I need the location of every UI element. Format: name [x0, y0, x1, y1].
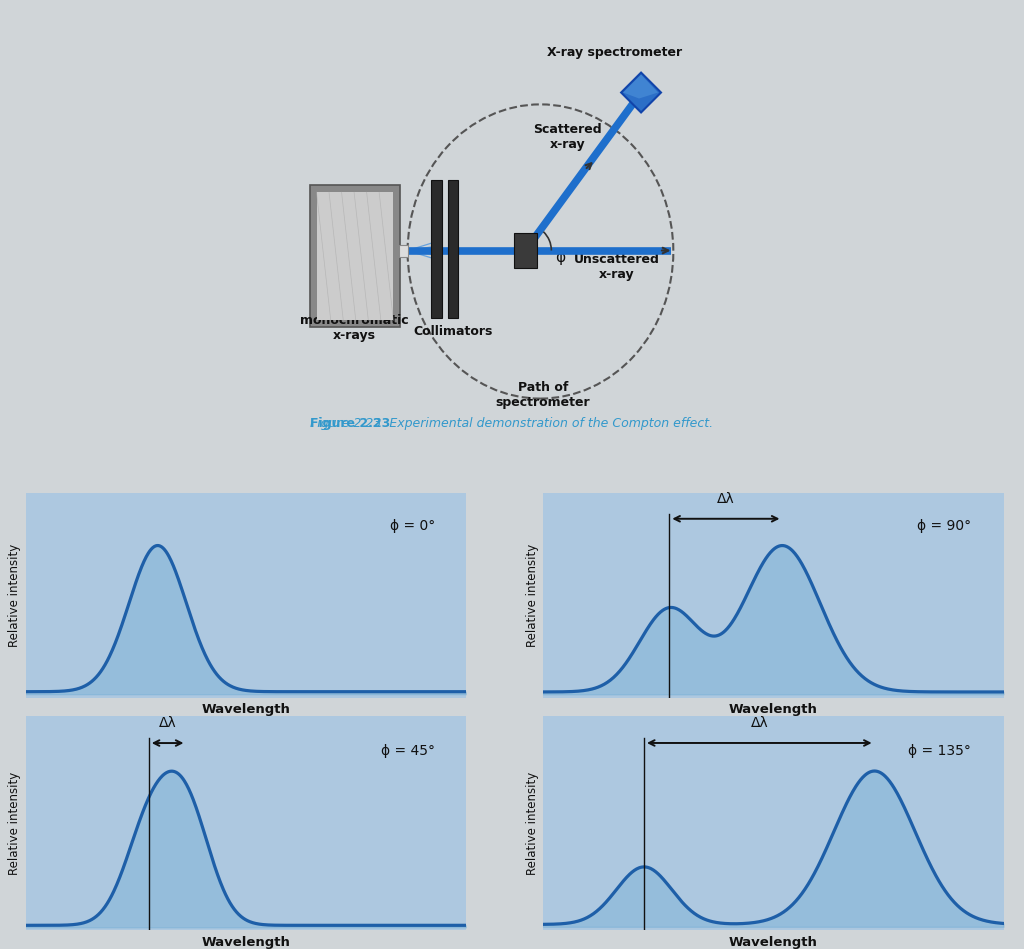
- Text: Collimators: Collimators: [413, 325, 493, 338]
- X-axis label: Wavelength: Wavelength: [202, 936, 290, 949]
- Bar: [514, 233, 538, 268]
- Y-axis label: Relative intensity: Relative intensity: [525, 772, 539, 875]
- Text: ϕ = 90°: ϕ = 90°: [918, 519, 971, 533]
- Y-axis label: Relative intensity: Relative intensity: [8, 544, 22, 647]
- Polygon shape: [622, 73, 662, 113]
- Text: Figure 2.23: Figure 2.23: [310, 417, 390, 430]
- Bar: [316, 193, 393, 321]
- Text: Figure 2.23  Experimental demonstration of the Compton effect.: Figure 2.23 Experimental demonstration o…: [310, 417, 714, 430]
- Text: ϕ = 135°: ϕ = 135°: [908, 744, 971, 758]
- Text: ϕ = 0°: ϕ = 0°: [390, 519, 435, 533]
- Text: Δλ: Δλ: [159, 716, 176, 730]
- X-axis label: Wavelength: Wavelength: [729, 703, 817, 716]
- Bar: [431, 180, 441, 318]
- Text: X-ray spectrometer: X-ray spectrometer: [548, 47, 683, 60]
- Text: Source of
monochromatic
x-rays: Source of monochromatic x-rays: [300, 299, 409, 343]
- Text: ϕ: ϕ: [555, 251, 565, 266]
- Text: Scattered
x-ray: Scattered x-ray: [534, 123, 602, 152]
- Text: ϕ = 45°: ϕ = 45°: [381, 744, 435, 758]
- Bar: [399, 246, 408, 257]
- X-axis label: Wavelength: Wavelength: [202, 703, 290, 716]
- Text: Δλ: Δλ: [751, 716, 768, 730]
- Text: Δλ: Δλ: [717, 493, 735, 507]
- Bar: [310, 185, 400, 327]
- Text: Path of
spectrometer: Path of spectrometer: [496, 381, 590, 409]
- Bar: [447, 180, 459, 318]
- Y-axis label: Relative intensity: Relative intensity: [8, 772, 22, 875]
- Polygon shape: [624, 75, 658, 99]
- Y-axis label: Relative intensity: Relative intensity: [525, 544, 539, 647]
- Text: Unscattered
x-ray: Unscattered x-ray: [573, 252, 659, 281]
- X-axis label: Wavelength: Wavelength: [729, 936, 817, 949]
